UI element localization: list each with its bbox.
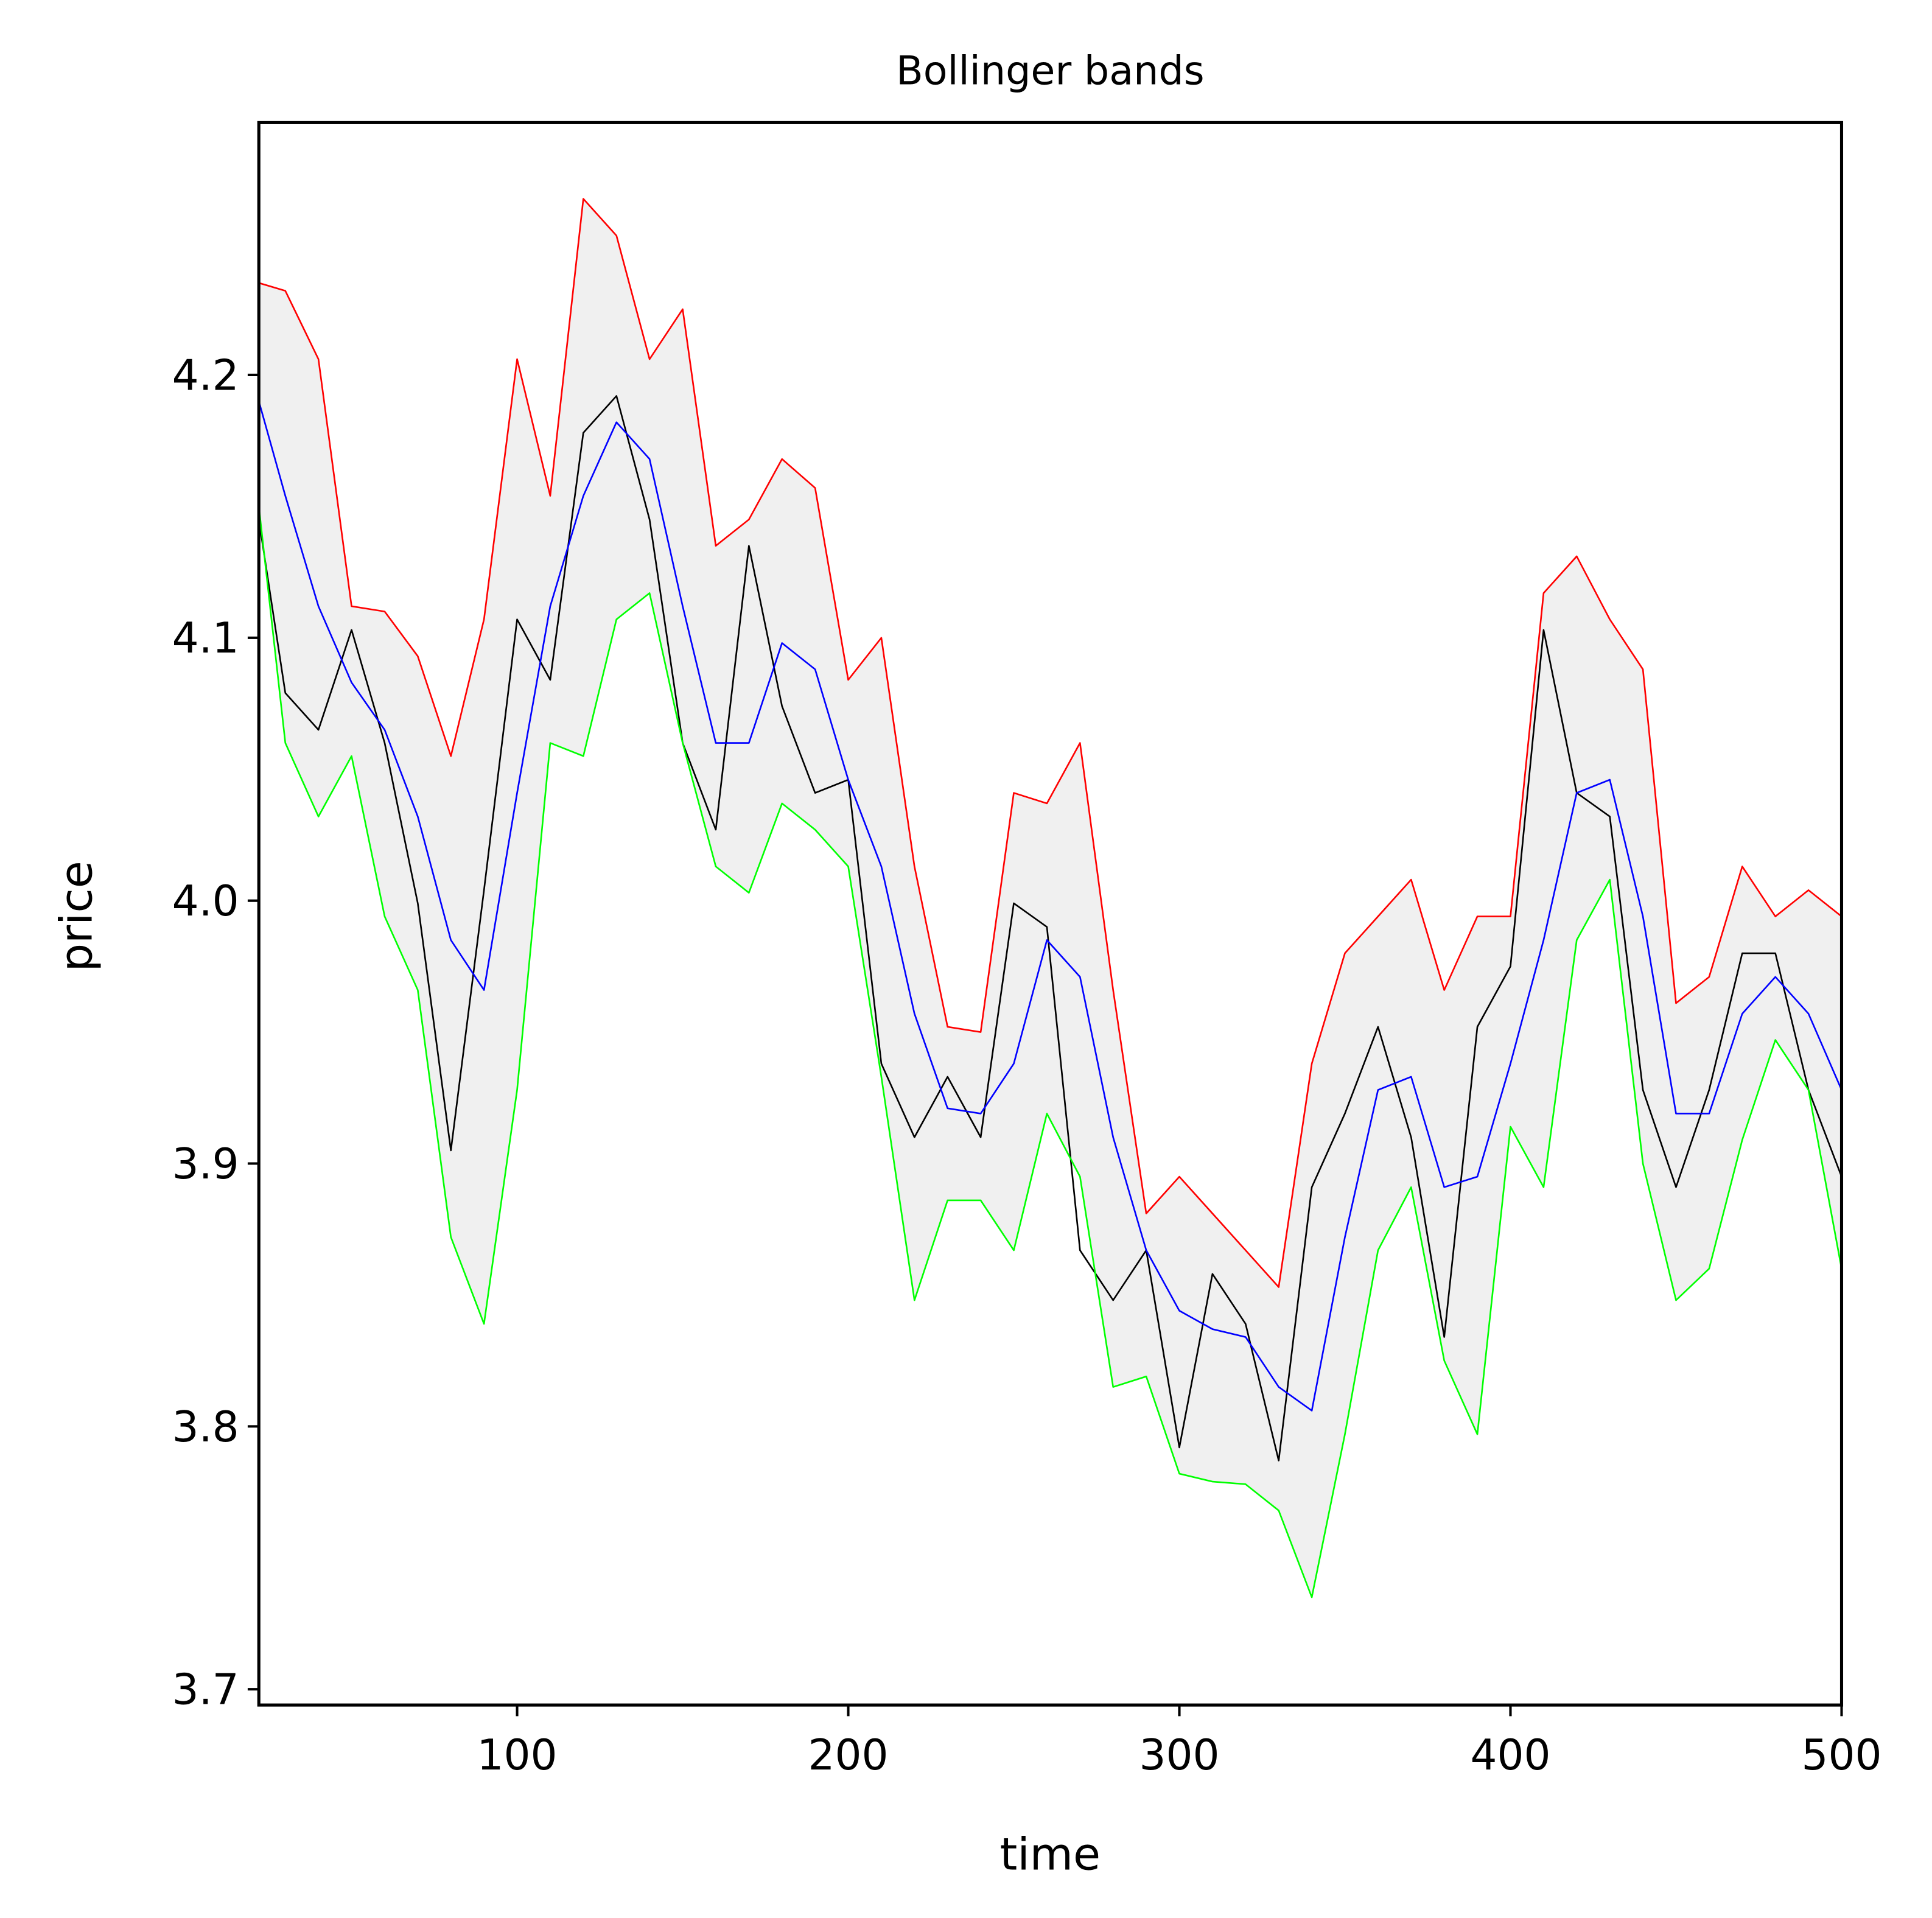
y-axis-label: price	[51, 861, 103, 971]
y-tick-label: 4.2	[172, 351, 239, 400]
plot-frame	[257, 121, 1844, 1707]
band-fill	[259, 198, 1842, 1598]
x-axis-label: time	[1000, 1829, 1101, 1881]
series-line	[257, 506, 1843, 1598]
x-tick-label: 300	[1139, 1731, 1220, 1780]
y-tick-label: 3.9	[172, 1140, 239, 1189]
y-tick-label: 4.0	[172, 877, 239, 926]
series-line	[257, 401, 1843, 1412]
y-tick-label: 3.8	[172, 1403, 239, 1452]
x-tick-label: 400	[1470, 1731, 1550, 1780]
y-tick-label: 4.1	[172, 614, 239, 663]
chart-title: Bollinger bands	[896, 48, 1205, 94]
x-tick-label: 200	[808, 1731, 889, 1780]
series-line	[258, 198, 1843, 1288]
x-tick-label: 500	[1801, 1731, 1881, 1780]
x-tick-label: 100	[477, 1731, 558, 1780]
y-tick-label: 3.7	[172, 1666, 239, 1715]
